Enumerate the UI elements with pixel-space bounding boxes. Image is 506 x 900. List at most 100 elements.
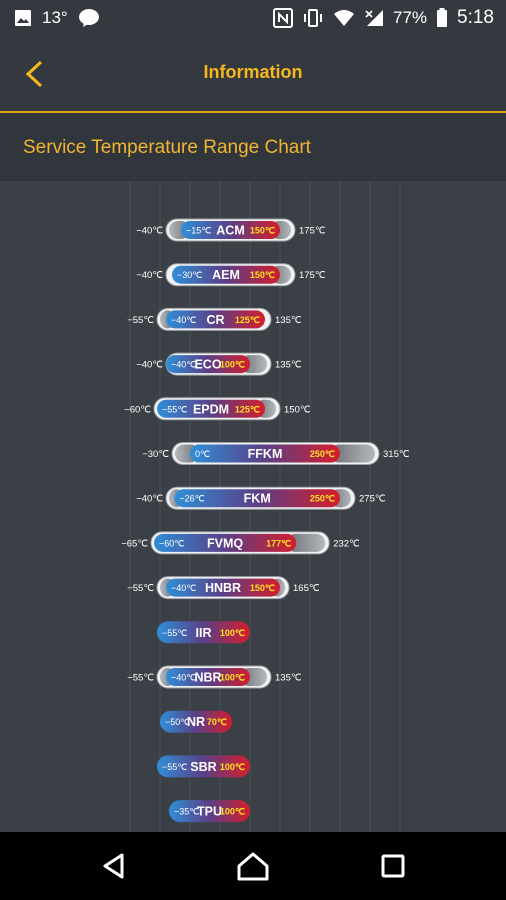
intermittent-max-label: 175℃ <box>299 270 326 281</box>
intermittent-max-label: 175℃ <box>299 226 326 237</box>
intermittent-min-label: −40℃ <box>136 360 163 371</box>
range-row-fkm: FKM −26℃ 250℃ −40℃ 275℃ <box>136 486 386 510</box>
nav-back-button[interactable] <box>88 840 140 892</box>
intermittent-max-label: 232℃ <box>333 538 360 549</box>
range-row-aem: AEM −30℃ 150℃ −40℃ 175℃ <box>136 263 326 287</box>
range-row-eco: ECO−40℃ 100℃−40℃ 135℃ <box>136 352 302 376</box>
range-row-nr: NR−50℃ 70℃ <box>160 710 232 733</box>
continuous-min-label: −35℃ <box>174 807 199 817</box>
continuous-range-bar <box>190 444 340 463</box>
continuous-min-label: −55℃ <box>162 628 187 638</box>
continuous-range-bar <box>160 710 232 733</box>
intermittent-max-label: 275℃ <box>359 494 386 505</box>
temperature-range-chart[interactable]: ACM −15℃ 150℃ −40℃ 175℃ AEM −30℃ 150℃ −40℃ 175℃ CR… <box>0 181 506 832</box>
continuous-min-label: −40℃ <box>171 315 196 325</box>
continuous-min-label: −55℃ <box>162 404 187 414</box>
header-divider <box>0 111 506 113</box>
material-name-label: HNBR <box>205 581 241 595</box>
battery-percent: 77% <box>392 8 428 27</box>
status-time: 5:18 <box>457 7 494 28</box>
system-nav-bar <box>0 832 506 900</box>
intermittent-max-label: 315℃ <box>383 449 410 460</box>
chevron-left-icon <box>25 60 43 88</box>
material-name-label: FVMQ <box>207 536 243 550</box>
continuous-min-label: −50℃ <box>165 717 190 727</box>
material-name-label: CR <box>206 313 224 327</box>
material-name-label: EPDM <box>193 402 229 416</box>
range-row-fvmq: FVMQ −60℃ 177℃ −65℃ 232℃ <box>121 531 360 555</box>
section-title: Service Temperature Range Chart <box>23 137 311 158</box>
continuous-max-label: 100℃ <box>220 360 245 370</box>
chart-svg: ACM −15℃ 150℃ −40℃ 175℃ AEM −30℃ 150℃ −40℃ 175℃ CR… <box>121 181 410 832</box>
range-row-cr: CR −40℃ 125℃ −55℃ 135℃ <box>127 307 302 331</box>
material-name-label: FKM <box>244 492 271 506</box>
intermittent-min-label: −65℃ <box>121 538 148 549</box>
wifi-icon <box>333 9 355 27</box>
continuous-range-bar <box>181 221 280 239</box>
continuous-min-label: 0℃ <box>195 449 210 459</box>
range-row-sbr: SBR−55℃ 100℃ <box>157 755 250 778</box>
material-name-label: ACM <box>216 224 244 238</box>
material-name-label: SBR <box>190 760 216 774</box>
continuous-range-bar <box>166 355 250 374</box>
fade-bar-right <box>330 444 375 463</box>
continuous-range-bar <box>166 310 265 329</box>
vibrate-icon <box>302 8 324 28</box>
section-header: Service Temperature Range Chart <box>0 113 506 181</box>
chat-bubble-icon <box>78 8 100 28</box>
battery-icon <box>436 8 448 28</box>
continuous-range-bar <box>157 399 265 418</box>
continuous-max-label: 100℃ <box>220 628 245 638</box>
continuous-max-label: 177℃ <box>266 538 291 548</box>
continuous-max-label: 150℃ <box>250 583 275 593</box>
intermittent-min-label: −55℃ <box>127 583 154 594</box>
intermittent-min-label: −60℃ <box>124 404 151 415</box>
intermittent-min-label: −55℃ <box>127 315 154 326</box>
range-row-acm: ACM −15℃ 150℃ −40℃ 175℃ <box>136 218 326 242</box>
continuous-min-label: −40℃ <box>171 673 196 683</box>
continuous-min-label: −30℃ <box>177 270 202 280</box>
continuous-min-label: −40℃ <box>171 583 196 593</box>
back-button[interactable] <box>14 54 54 94</box>
intermittent-max-label: 150℃ <box>284 404 311 415</box>
intermittent-max-label: 135℃ <box>275 315 302 326</box>
material-name-label: AEM <box>212 268 240 282</box>
continuous-min-label: −40℃ <box>171 360 196 370</box>
range-row-iir: IIR −55℃ 100℃ <box>157 621 250 644</box>
range-row-nbr: NBR−40℃ 100℃ −55℃ 135℃ <box>127 665 302 689</box>
square-recents-icon <box>381 854 405 878</box>
continuous-range-bar <box>154 533 297 552</box>
intermittent-min-label: −40℃ <box>136 270 163 281</box>
app-header: Information <box>0 36 506 112</box>
intermittent-min-label: −40℃ <box>136 494 163 505</box>
material-name-label: FFKM <box>248 447 283 461</box>
continuous-min-label: −26℃ <box>179 494 204 504</box>
nav-home-button[interactable] <box>227 840 279 892</box>
continuous-range-bar <box>174 489 340 508</box>
status-temperature: 13° <box>42 8 68 27</box>
material-name-label: TPU <box>197 805 222 819</box>
continuous-max-label: 125℃ <box>235 315 260 325</box>
intermittent-max-label: 135℃ <box>275 673 302 684</box>
intermittent-min-label: −40℃ <box>136 226 163 237</box>
fade-bar-right <box>286 533 326 552</box>
continuous-max-label: 70℃ <box>207 717 227 727</box>
continuous-max-label: 100℃ <box>220 807 245 817</box>
range-row-hnbr: HNBR −40℃ 150℃ −55℃ 165℃ <box>127 576 320 600</box>
continuous-max-label: 250℃ <box>310 494 335 504</box>
gallery-icon <box>14 9 32 27</box>
continuous-min-label: −60℃ <box>159 538 184 548</box>
nav-recents-button[interactable] <box>367 840 419 892</box>
triangle-back-icon <box>103 853 124 879</box>
continuous-range-bar <box>169 800 250 823</box>
signal-icon <box>364 9 384 27</box>
nfc-icon <box>272 8 293 28</box>
continuous-range-bar <box>157 621 250 644</box>
range-row-ffkm: FFKM 0℃ 250℃ −30℃ 315℃ <box>142 442 410 465</box>
continuous-max-label: 150℃ <box>250 270 275 280</box>
continuous-min-label: −55℃ <box>162 762 187 772</box>
continuous-range-bar <box>172 265 280 284</box>
continuous-max-label: 100℃ <box>220 762 245 772</box>
status-bar: 13° 77% 5:18 <box>0 0 506 36</box>
continuous-max-label: 150℃ <box>250 226 275 236</box>
